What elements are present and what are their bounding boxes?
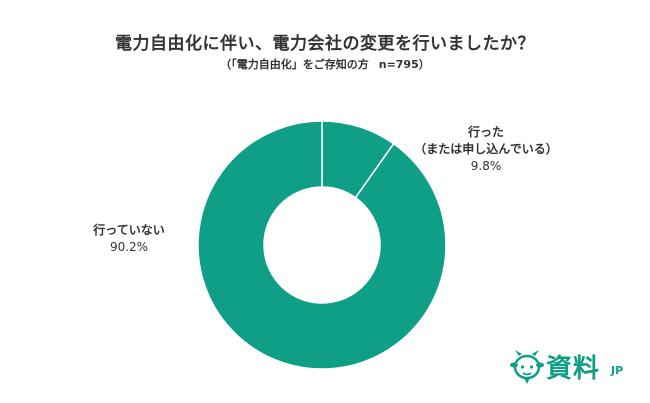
slice-label-did-switch: 行った （または申し込んでいる） 9.8% [396,124,576,175]
slice-label-did-not-switch: 行っていない 90.2% [74,222,184,256]
chart-title: 電力自由化に伴い、電力会社の変更を行いましたか？ [115,34,535,54]
slice-label-subtext: （または申し込んでいる） [414,142,558,156]
slice-did-not-switch [197,120,447,370]
subtitle-scope: （「電力自由化」をご存知の方 [220,58,369,71]
chart-subtitle: （「電力自由化」をご存知の方 n=795） [0,56,650,72]
logo-suffix: JP [611,364,624,377]
logo-text: 資料 [546,354,601,384]
slice-label-text: 行った [467,125,504,139]
goat-mascot-icon [510,350,544,384]
brand-logo: 資料 JP [510,345,630,389]
slice-label-text: 行っていない [93,223,165,237]
slice-percent: 90.2% [109,240,149,254]
slice-percent: 9.8% [470,159,502,173]
subtitle-sample-size: n=795） [378,58,430,71]
